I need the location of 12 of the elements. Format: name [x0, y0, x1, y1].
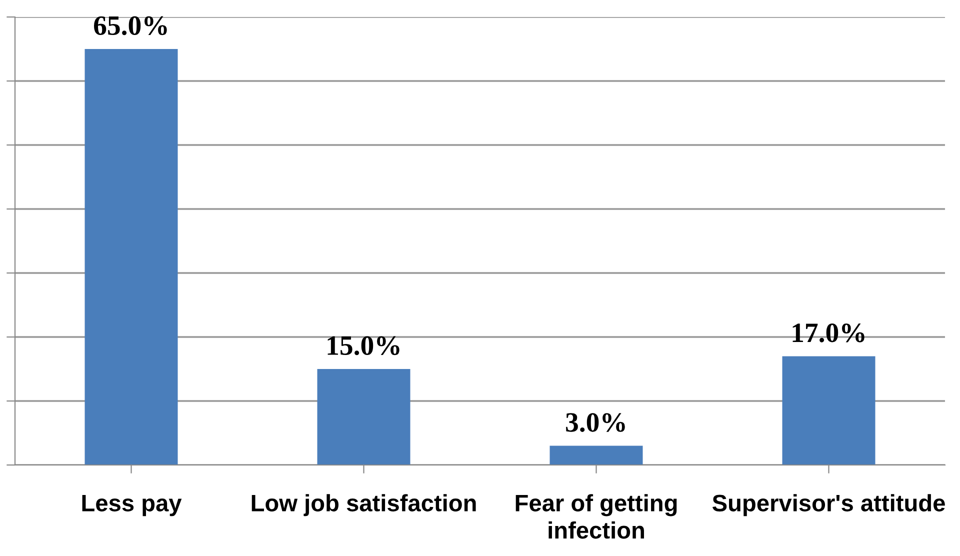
x-tick-label: Supervisor's attitude [712, 494, 945, 516]
data-label: 3.0% [566, 413, 625, 432]
x-tick-label: Less pay [82, 494, 182, 516]
x-tick-label: Fear of getting infection [516, 494, 677, 539]
bar [782, 356, 876, 465]
data-label: 17.0% [792, 323, 864, 342]
data-label: 65.0% [94, 16, 167, 36]
bar [84, 49, 178, 465]
bar [317, 369, 410, 465]
x-tick-label: Low job satisfaction [252, 494, 476, 516]
bar [550, 446, 643, 465]
data-label: 15.0% [328, 336, 400, 356]
